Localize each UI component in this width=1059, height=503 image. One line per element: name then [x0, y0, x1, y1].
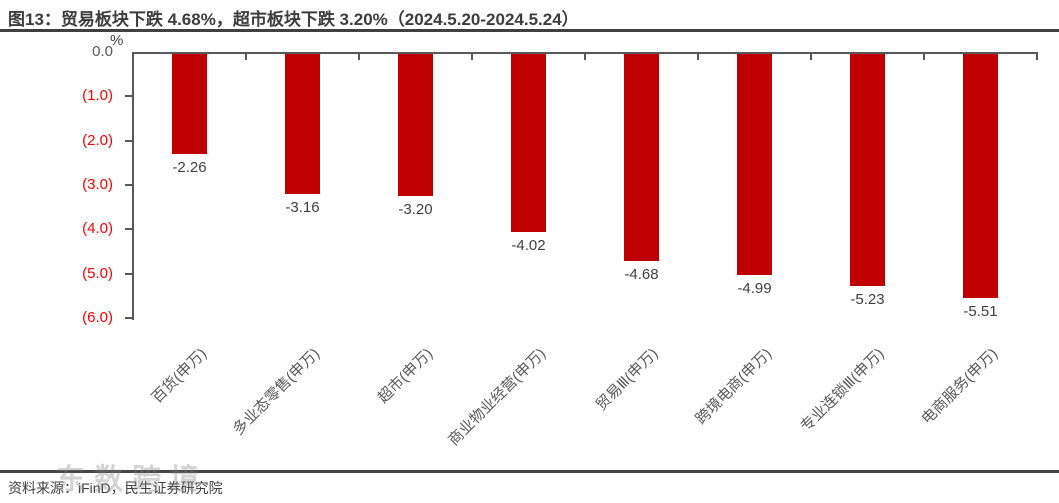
- y-axis-unit-label: %: [110, 32, 124, 49]
- y-axis-tick-mark: [125, 183, 132, 186]
- bar-value-label: -2.26: [172, 159, 207, 177]
- y-axis-tick-label: (4.0): [82, 220, 113, 238]
- y-axis-tick-label: (1.0): [82, 87, 113, 105]
- x-axis-tick-mark: [358, 54, 360, 60]
- bar-value-label: -3.20: [398, 200, 433, 218]
- x-axis-tick-mark: [1036, 54, 1038, 60]
- x-axis-category-label: 多业态零售(申万): [229, 345, 323, 439]
- bar: [511, 54, 546, 233]
- x-axis-category-label: 商业物业经营(申万): [444, 345, 549, 450]
- y-axis-tick-label: (2.0): [82, 131, 113, 149]
- x-axis-category-label: 电商服务(申万): [917, 345, 1001, 428]
- bar: [624, 54, 659, 262]
- y-axis-tick-mark: [125, 95, 132, 98]
- bar-value-label: -3.16: [285, 199, 320, 217]
- x-axis-category-label: 专业连锁Ⅲ(申万): [797, 345, 888, 436]
- x-axis-category-label: 贸易Ⅲ(申万): [592, 345, 662, 414]
- y-axis-tick-mark: [125, 139, 132, 142]
- y-axis-tick-mark: [125, 228, 132, 231]
- bar: [398, 54, 433, 196]
- bar: [285, 54, 320, 195]
- y-axis-tick-label: (5.0): [82, 264, 113, 282]
- y-axis-tick-label: (6.0): [82, 308, 113, 326]
- title-divider-line: [0, 29, 1059, 32]
- y-axis-tick-mark: [125, 316, 132, 319]
- x-axis-tick-mark: [584, 54, 586, 60]
- chart-title: 图13：贸易板块下跌 4.68%，超市板块下跌 3.20%（2024.5.20-…: [8, 10, 579, 29]
- y-axis-tick-mark: [125, 272, 132, 275]
- bar: [850, 54, 885, 286]
- data-source-text: 资料来源：iFinD，民生证券研究院: [8, 480, 223, 496]
- x-axis-category-label: 百货(申万): [148, 345, 210, 407]
- y-axis-tick-label: (3.0): [82, 175, 113, 193]
- bar-value-label: -5.23: [850, 290, 885, 308]
- bar-value-label: -4.68: [624, 266, 659, 284]
- y-axis-tick-label: 0.0: [92, 43, 113, 60]
- x-axis-category-label: 跨境电商(申万): [691, 345, 775, 428]
- bar: [172, 54, 207, 155]
- bar: [963, 54, 998, 299]
- y-axis-line: [132, 52, 134, 320]
- bar-value-label: -4.02: [511, 237, 546, 255]
- x-axis-tick-mark: [245, 54, 247, 60]
- bar-value-label: -5.51: [963, 303, 998, 321]
- x-axis-category-label: 超市(申万): [374, 345, 436, 407]
- bar: [737, 54, 772, 276]
- x-axis-zero-line: [132, 52, 1038, 54]
- bar-value-label: -4.99: [737, 280, 772, 298]
- x-axis-tick-mark: [697, 54, 699, 60]
- footer-divider-line: [0, 470, 1059, 473]
- x-axis-tick-mark: [471, 54, 473, 60]
- x-axis-tick-mark: [923, 54, 925, 60]
- x-axis-tick-mark: [810, 54, 812, 60]
